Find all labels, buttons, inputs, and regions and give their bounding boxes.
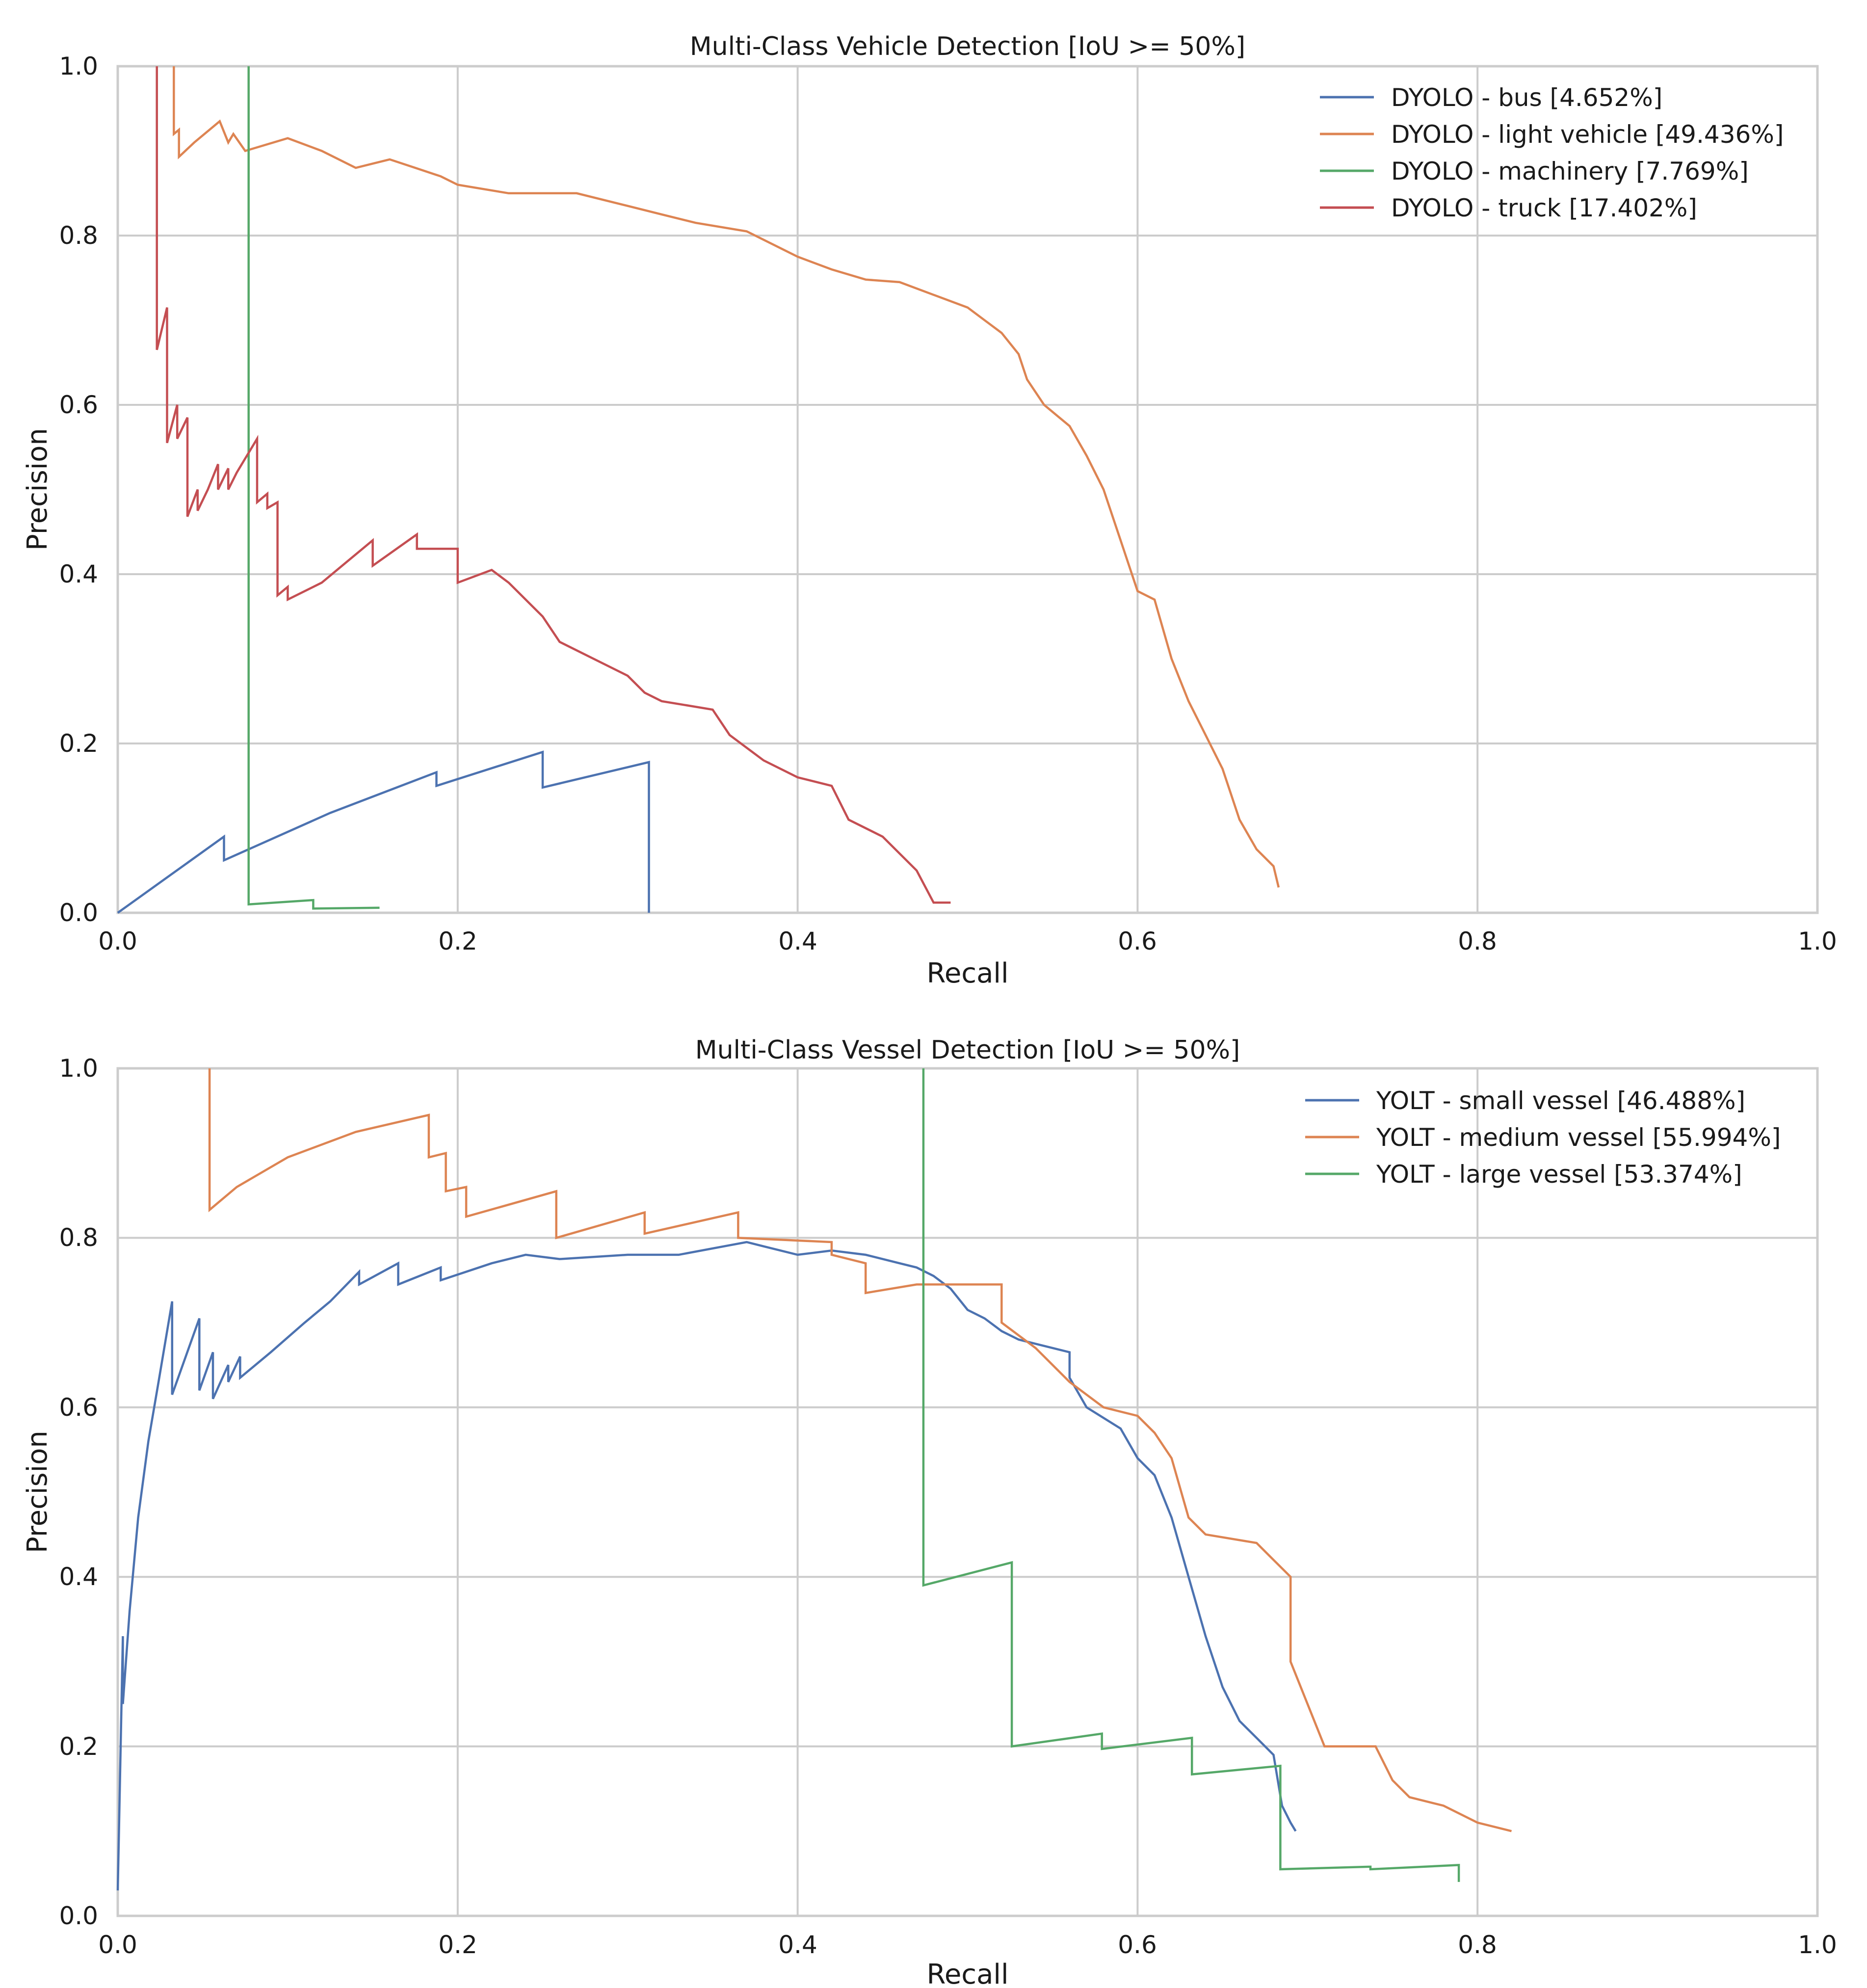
series-layer bbox=[116, 1068, 1512, 1891]
series-layer bbox=[117, 66, 1280, 914]
y-axis-label: Precision bbox=[22, 1431, 53, 1553]
x-tick-label: 0.8 bbox=[1458, 927, 1497, 955]
y-tick-label: 0.8 bbox=[59, 1223, 98, 1252]
legend-label: YOLT - small vessel [46.488%] bbox=[1376, 1087, 1745, 1115]
y-tick-label: 0.6 bbox=[59, 391, 98, 419]
plot-area bbox=[118, 66, 1817, 913]
x-tick-label: 1.0 bbox=[1798, 1931, 1837, 1959]
x-tick-label: 0.6 bbox=[1118, 927, 1157, 955]
x-axis-label: Recall bbox=[926, 957, 1008, 989]
y-tick-label: 0.4 bbox=[59, 1563, 98, 1591]
y-tick-label: 0.4 bbox=[59, 560, 98, 588]
legend: DYOLO - bus [4.652%] DYOLO - light vehic… bbox=[1320, 83, 1784, 222]
legend-label: DYOLO - light vehicle [49.436%] bbox=[1391, 120, 1784, 149]
legend-label: DYOLO - machinery [7.769%] bbox=[1391, 157, 1749, 186]
series-line bbox=[173, 66, 1280, 888]
x-tick-label: 0.4 bbox=[778, 1931, 817, 1959]
legend-label: DYOLO - truck [17.402%] bbox=[1391, 194, 1697, 222]
y-tick-label: 0.2 bbox=[59, 1732, 98, 1761]
x-tick-label: 0.0 bbox=[98, 1931, 137, 1959]
y-tick-label: 0.0 bbox=[59, 1902, 98, 1930]
x-tick-label: 0.0 bbox=[98, 927, 137, 955]
series-line bbox=[117, 750, 650, 914]
chart-title: Multi-Class Vessel Detection [IoU >= 50%… bbox=[695, 1035, 1240, 1065]
y-tick-label: 0.8 bbox=[59, 221, 98, 250]
x-tick-label: 0.8 bbox=[1458, 1931, 1497, 1959]
x-tick-label: 0.6 bbox=[1118, 1931, 1157, 1959]
y-tick-labels: 0.0 0.2 0.4 0.6 0.8 1.0 bbox=[59, 52, 98, 927]
x-tick-label: 1.0 bbox=[1798, 927, 1837, 955]
series-line bbox=[116, 1241, 1297, 1891]
x-tick-label: 0.2 bbox=[438, 927, 477, 955]
x-tick-label: 0.4 bbox=[778, 927, 817, 955]
y-tick-label: 1.0 bbox=[59, 52, 98, 80]
series-line bbox=[247, 66, 380, 910]
y-tick-label: 1.0 bbox=[59, 1054, 98, 1083]
series-line bbox=[156, 66, 951, 904]
series-line bbox=[208, 1068, 1512, 1832]
y-tick-labels: 0.0 0.2 0.4 0.6 0.8 1.0 bbox=[59, 1054, 98, 1930]
y-axis-label: Precision bbox=[22, 428, 53, 551]
y-tick-label: 0.2 bbox=[59, 729, 98, 758]
chart-title: Multi-Class Vehicle Detection [IoU >= 50… bbox=[690, 32, 1245, 61]
vehicle-chart: Multi-Class Vehicle Detection [IoU >= 50… bbox=[22, 32, 1837, 989]
plot-area bbox=[118, 1068, 1817, 1916]
y-tick-label: 0.6 bbox=[59, 1393, 98, 1422]
plot-frame bbox=[116, 1067, 1819, 1917]
legend-label: YOLT - large vessel [53.374%] bbox=[1376, 1160, 1742, 1189]
series-line bbox=[922, 1068, 1460, 1882]
x-tick-labels: 0.0 0.2 0.4 0.6 0.8 1.0 bbox=[98, 927, 1837, 955]
x-axis-label: Recall bbox=[926, 1959, 1008, 1988]
legend-label: DYOLO - bus [4.652%] bbox=[1391, 83, 1662, 112]
legend-label: YOLT - medium vessel [55.994%] bbox=[1376, 1123, 1781, 1152]
x-tick-label: 0.2 bbox=[438, 1931, 477, 1959]
x-tick-labels: 0.0 0.2 0.4 0.6 0.8 1.0 bbox=[98, 1931, 1837, 1959]
plot-frame bbox=[116, 65, 1819, 914]
legend: YOLT - small vessel [46.488%] YOLT - med… bbox=[1305, 1087, 1781, 1189]
y-tick-label: 0.0 bbox=[59, 899, 98, 927]
vessel-chart: Multi-Class Vessel Detection [IoU >= 50%… bbox=[22, 1035, 1837, 1988]
